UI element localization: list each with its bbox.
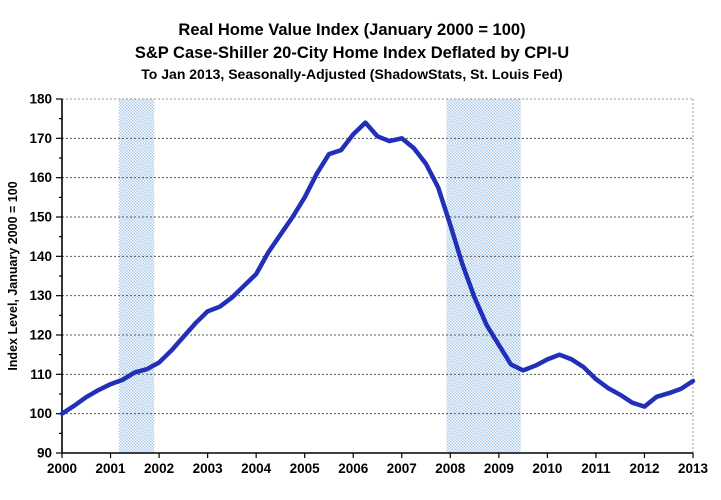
- axis-labels: 2000 2001 2002 2003 2004 2005 2006 2007 2008 2009…: [29, 92, 708, 477]
- x-tick-label: 2012: [629, 461, 659, 476]
- home-value-index-line: [59, 120, 696, 416]
- y-tick-label: 180: [29, 92, 52, 107]
- x-tick-label: 2011: [581, 461, 611, 476]
- y-tick-label: 150: [29, 210, 52, 225]
- chart-title: Real Home Value Index (January 2000 = 10…: [178, 21, 525, 39]
- y-tick-label: 110: [30, 367, 52, 382]
- y-tick-label: 100: [29, 406, 52, 421]
- x-tick-label: 2009: [484, 461, 514, 476]
- y-axis-title: Index Level, January 2000 = 100: [6, 181, 20, 370]
- gridlines: [62, 137, 693, 415]
- y-tick-label: 90: [37, 446, 52, 461]
- y-tick-label: 120: [29, 328, 52, 343]
- x-tick-label: 2001: [96, 461, 127, 476]
- x-tick-label: 2002: [144, 461, 174, 476]
- x-tick-label: 2006: [338, 461, 369, 476]
- chart-subtitle: S&P Case-Shiller 20-City Home Index Defl…: [135, 44, 569, 62]
- x-tick-label: 2008: [435, 461, 466, 476]
- y-tick-label: 130: [29, 288, 52, 303]
- x-tick-label: 2003: [193, 461, 224, 476]
- x-tick-label: 2005: [290, 461, 321, 476]
- recession-band: [118, 99, 155, 453]
- recession-bands: [118, 99, 521, 453]
- recession-band: [446, 99, 521, 453]
- x-tick-label: 2007: [387, 461, 417, 476]
- x-tick-label: 2004: [241, 461, 272, 476]
- x-tick-label: 2010: [532, 461, 562, 476]
- x-tick-label: 2000: [47, 461, 77, 476]
- axis-ticks: [56, 98, 694, 458]
- y-tick-label: 170: [29, 131, 52, 146]
- x-tick-label: 2013: [678, 461, 709, 476]
- y-tick-label: 140: [29, 249, 52, 264]
- y-tick-label: 160: [29, 170, 52, 185]
- chart-subtitle2: To Jan 2013, Seasonally-Adjusted (Shadow…: [141, 66, 562, 82]
